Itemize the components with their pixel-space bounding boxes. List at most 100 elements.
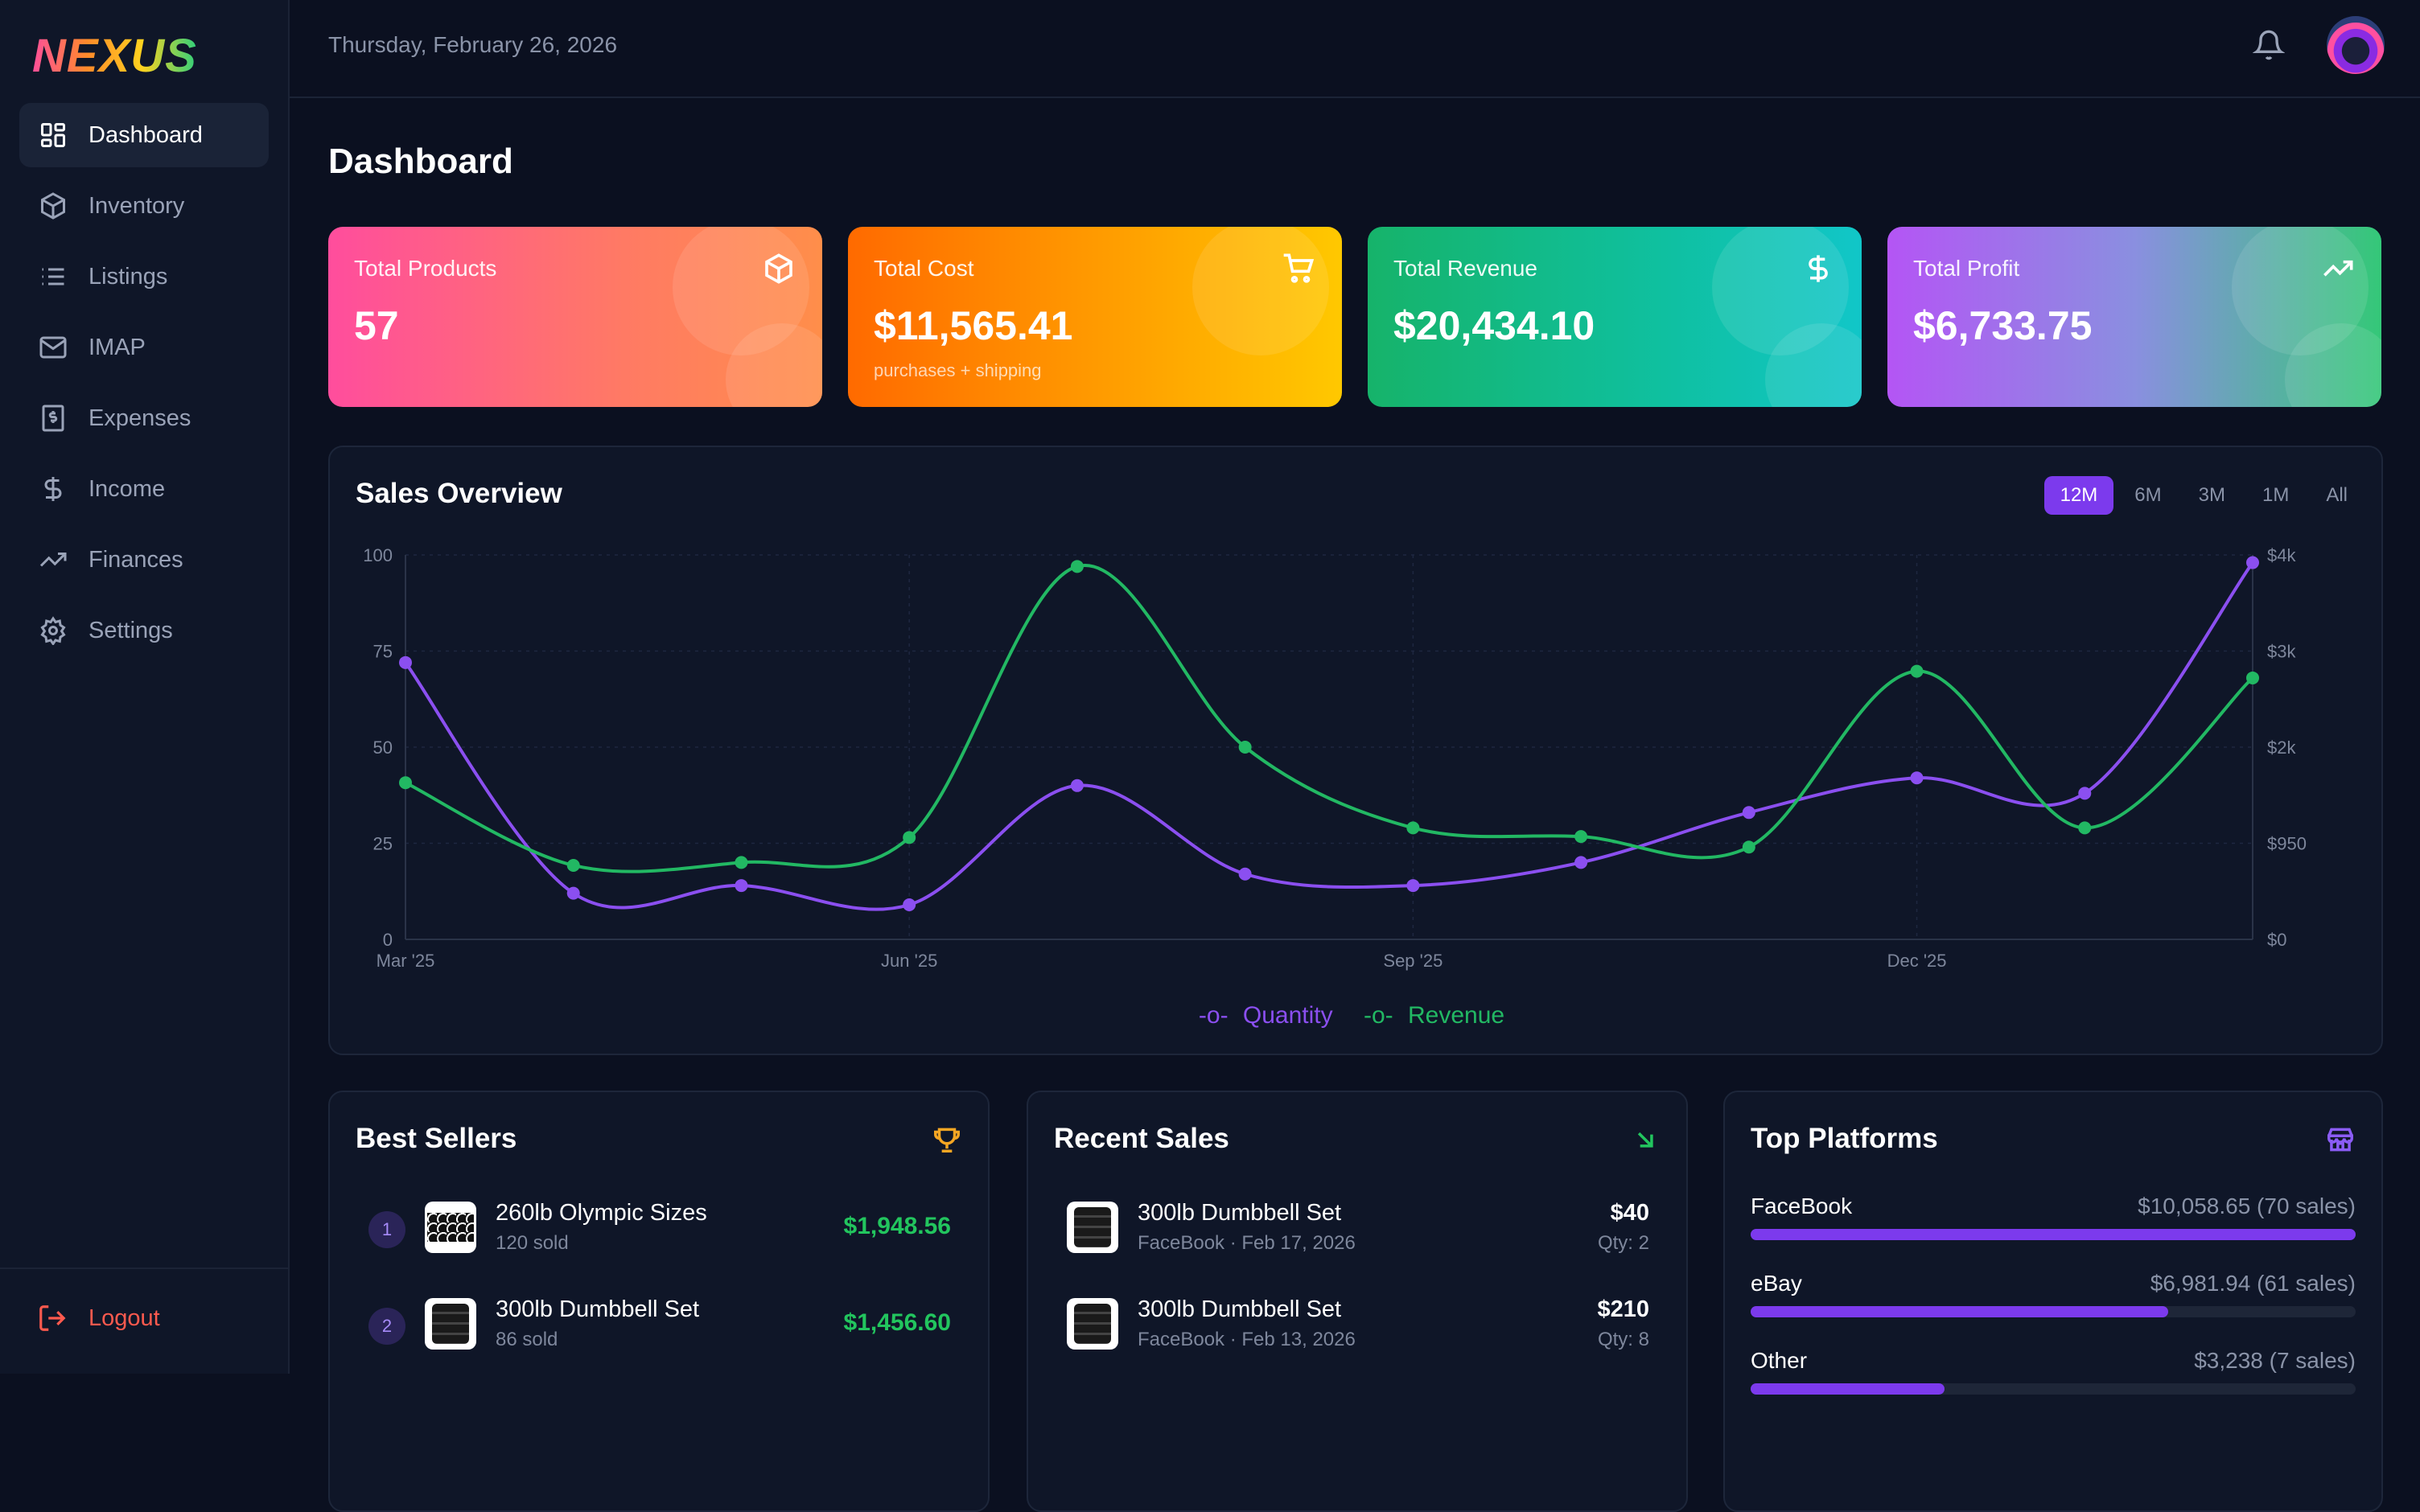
y-right-tick-label: $950: [2267, 834, 2307, 854]
platform-bar-track: [1751, 1229, 2356, 1240]
data-point-revenue: [1070, 560, 1084, 573]
sidebar-item-imap[interactable]: IMAP: [19, 315, 269, 380]
recent-sale-row[interactable]: 300lb Dumbbell Set FaceBook · Feb 17, 20…: [1054, 1190, 1661, 1263]
stat-label: Total Cost: [874, 256, 974, 281]
sale-meta: FaceBook · Feb 13, 2026: [1138, 1329, 1356, 1350]
stat-label: Total Revenue: [1393, 256, 1538, 281]
data-point-revenue: [399, 776, 412, 790]
data-point-quantity: [1070, 779, 1084, 792]
data-point-quantity: [1406, 879, 1420, 893]
platform-row-other: Other $3,238 (7 sales): [1751, 1348, 2356, 1412]
units-sold: 120 sold: [496, 1232, 569, 1254]
data-point-revenue: [2246, 671, 2259, 684]
dollar-icon: [44, 477, 62, 501]
stat-card-total-cost: Total Cost $11,565.41 purchases + shippi…: [848, 227, 1342, 407]
range-12m-button[interactable]: 12M: [2043, 476, 2114, 515]
range-6m-button[interactable]: 6M: [2134, 484, 2162, 506]
sales-overview-title: Sales Overview: [356, 478, 562, 509]
data-point-revenue: [1238, 741, 1252, 754]
platform-name: eBay: [1751, 1271, 1802, 1296]
x-tick-label: Jun '25: [881, 951, 937, 971]
product-thumbnail: [425, 1298, 476, 1350]
data-point-quantity: [1238, 867, 1252, 881]
sale-amount: $40: [1610, 1200, 1649, 1226]
x-tick-label: Dec '25: [1887, 951, 1947, 971]
range-selector: 12M 6M 3M 1M All: [2039, 476, 2364, 515]
arrow-down-right-icon[interactable]: [1630, 1124, 1661, 1155]
range-all-button[interactable]: All: [2326, 484, 2348, 506]
best-seller-row[interactable]: 1 260lb Olympic Sizes 120 sold $1,948.56: [356, 1190, 962, 1263]
legend-item-revenue[interactable]: -o- Revenue: [1363, 1002, 1505, 1029]
range-3m-button[interactable]: 3M: [2198, 484, 2225, 506]
platform-bar-fill: [1751, 1306, 2168, 1317]
sales-line-chart: 0 25 50 75 100 $0 $950 $2k $3k $4k Mar '25 Jun '25 S…: [363, 545, 2307, 971]
recent-sales-panel: Recent Sales 300lb Dumbbell Set FaceBook…: [1027, 1091, 1688, 1512]
data-point-revenue: [1910, 664, 1924, 678]
box-icon: [41, 192, 65, 220]
cart-icon: [1283, 253, 1315, 283]
x-tick-label: Mar '25: [377, 951, 435, 971]
legend-item-quantity[interactable]: -o- Quantity: [1198, 1002, 1333, 1029]
sidebar-item-listings[interactable]: Listings: [19, 244, 269, 309]
gear-icon: [40, 616, 66, 645]
data-point-quantity: [566, 886, 580, 900]
bell-icon[interactable]: [2253, 29, 2285, 61]
topbar: Thursday, February 26, 2026: [290, 0, 2420, 98]
stat-value: 57: [354, 303, 399, 348]
sidebar-item-label: Income: [88, 475, 166, 502]
sale-quantity: Qty: 8: [1597, 1329, 1649, 1350]
rank-badge: 1: [368, 1211, 405, 1248]
data-point-revenue: [735, 856, 748, 869]
trending-up-icon: [39, 553, 67, 567]
sidebar-item-finances[interactable]: Finances: [19, 528, 269, 592]
platform-row-ebay: eBay $6,981.94 (61 sales): [1751, 1271, 2356, 1335]
y-left-tick-label: 0: [383, 930, 393, 950]
product-name: 300lb Dumbbell Set: [496, 1296, 700, 1322]
stat-label: Total Profit: [1913, 256, 2020, 281]
data-point-quantity: [1742, 806, 1755, 820]
sidebar-item-inventory[interactable]: Inventory: [19, 174, 269, 238]
logout-button[interactable]: Logout: [37, 1303, 160, 1333]
data-point-revenue: [1574, 830, 1588, 844]
sidebar-item-dashboard[interactable]: Dashboard: [19, 103, 269, 167]
sidebar-footer: Logout: [0, 1268, 288, 1374]
avatar[interactable]: [2327, 16, 2385, 74]
best-seller-row[interactable]: 2 300lb Dumbbell Set 86 sold $1,456.60: [356, 1287, 962, 1359]
trophy-icon: [934, 1128, 960, 1152]
y-left-tick-label: 100: [363, 545, 393, 565]
range-1m-button[interactable]: 1M: [2262, 484, 2290, 506]
data-point-quantity: [2246, 556, 2259, 569]
data-point-revenue: [1406, 821, 1420, 835]
stat-label: Total Products: [354, 256, 497, 281]
sidebar-item-expenses[interactable]: Expenses: [19, 386, 269, 450]
sidebar-item-income[interactable]: Income: [19, 457, 269, 521]
decorative-circle: [1712, 227, 1849, 355]
app-logo[interactable]: NEXUS: [32, 30, 197, 82]
sidebar-item-settings[interactable]: Settings: [19, 598, 269, 663]
data-point-quantity: [1574, 856, 1588, 869]
y-left-tick-label: 50: [373, 738, 393, 758]
data-point-revenue: [566, 858, 580, 872]
stat-card-total-profit: Total Profit $6,733.75: [1887, 227, 2381, 407]
sidebar-item-label: Dashboard: [88, 121, 203, 148]
legend-label-revenue: Revenue: [1407, 1002, 1505, 1029]
series-line-quantity: [404, 561, 2254, 911]
best-sellers-title: Best Sellers: [356, 1123, 517, 1154]
y-left-tick-label: 25: [373, 834, 393, 854]
recent-sale-row[interactable]: 300lb Dumbbell Set FaceBook · Feb 13, 20…: [1054, 1287, 1661, 1359]
data-point-quantity: [735, 879, 748, 893]
sales-amount: $1,948.56: [843, 1213, 951, 1239]
stat-value: $6,733.75: [1913, 303, 2093, 348]
data-point-quantity: [903, 898, 916, 911]
data-point-quantity: [1910, 771, 1924, 785]
sale-quantity: Qty: 2: [1597, 1232, 1649, 1254]
data-point-quantity: [399, 655, 412, 669]
page-title: Dashboard: [328, 142, 513, 181]
decorative-circle: [673, 227, 809, 355]
y-right-tick-label: $0: [2267, 930, 2286, 950]
box-icon: [765, 253, 792, 284]
trending-up-icon: [2323, 260, 2353, 277]
decorative-circle: [1192, 227, 1329, 355]
data-point-revenue: [903, 831, 916, 844]
stat-value: $20,434.10: [1393, 303, 1595, 348]
